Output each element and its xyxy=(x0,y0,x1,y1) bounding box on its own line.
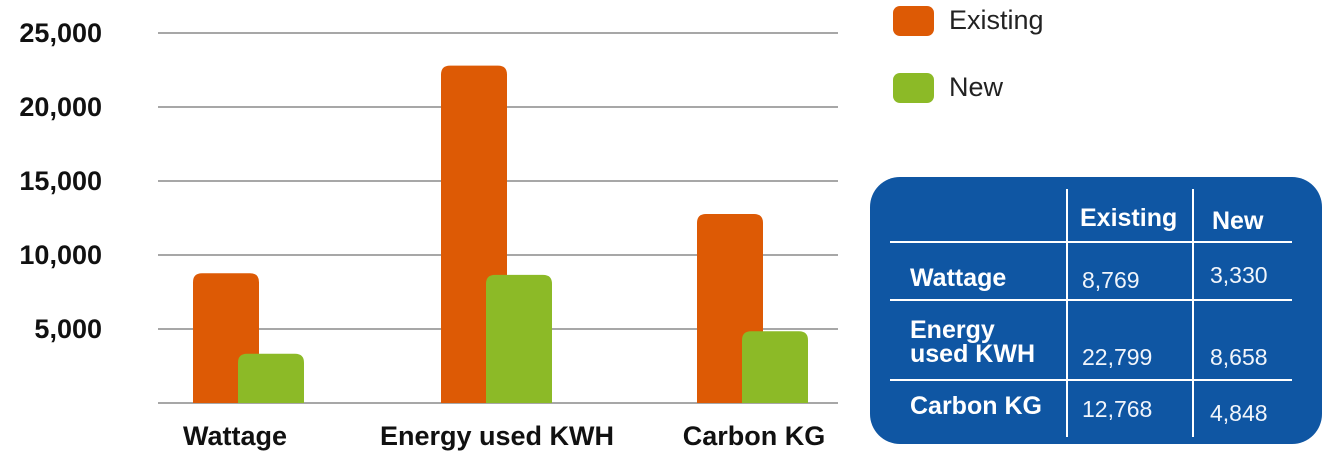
table-cell-wattage-existing: 8,769 xyxy=(1082,267,1140,293)
y-tick-label: 15,000 xyxy=(19,166,102,196)
legend-item-new: New xyxy=(893,72,1003,103)
table-header-existing: Existing xyxy=(1080,204,1178,232)
table-divider-horizontal-3 xyxy=(890,379,1292,381)
legend-label-existing: Existing xyxy=(949,5,1044,35)
table-row-label-carbon: Carbon KG xyxy=(910,392,1042,420)
y-tick-label: 25,000 xyxy=(19,18,102,48)
bar-new-2 xyxy=(742,331,808,403)
bars xyxy=(193,65,808,403)
bar-chart: 5,000 10,000 15,000 20,000 25,000 Wattage Ene… xyxy=(19,18,838,451)
x-tick-label: Energy used KWH xyxy=(380,421,614,451)
legend-swatch-new xyxy=(893,72,934,103)
y-tick-label: 5,000 xyxy=(34,314,102,344)
y-axis-ticks: 5,000 10,000 15,000 20,000 25,000 xyxy=(19,18,102,344)
legend-item-existing: Existing xyxy=(893,5,1044,36)
y-tick-label: 10,000 xyxy=(19,240,102,270)
legend-swatch-existing xyxy=(893,5,934,36)
x-axis-ticks: Wattage Energy used KWH Carbon KG xyxy=(183,421,825,451)
table-divider-vertical-2 xyxy=(1192,189,1194,437)
table-cell-energy-new: 8,658 xyxy=(1210,344,1268,370)
x-tick-label: Wattage xyxy=(183,421,287,451)
x-tick-label: Carbon KG xyxy=(683,421,826,451)
table-divider-horizontal-1 xyxy=(890,241,1292,243)
bar-new-1 xyxy=(486,274,552,403)
bar-new-0 xyxy=(238,353,304,403)
table-cell-wattage-new: 3,330 xyxy=(1210,262,1268,288)
table-row-label-energy: Energy used KWH xyxy=(910,316,1035,368)
table-divider-vertical-1 xyxy=(1066,189,1068,437)
legend-label-new: New xyxy=(949,72,1004,102)
table-divider-horizontal-2 xyxy=(890,299,1292,301)
table-row-label-wattage: Wattage xyxy=(910,264,1007,292)
table-cell-energy-existing: 22,799 xyxy=(1082,344,1153,370)
table-cell-carbon-existing: 12,768 xyxy=(1082,396,1153,422)
table-cell-carbon-new: 4,848 xyxy=(1210,400,1268,426)
y-tick-label: 20,000 xyxy=(19,92,102,122)
table-header-new: New xyxy=(1212,207,1264,235)
data-table: Existing New Wattage Energy used KWH Car… xyxy=(870,177,1322,444)
